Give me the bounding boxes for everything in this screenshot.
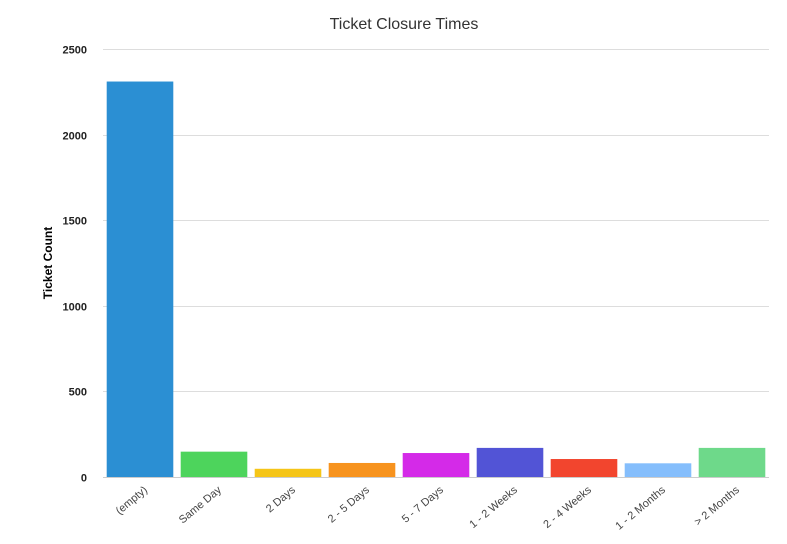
x-tick-label: 2 Days [264,484,298,516]
x-tick-label: 1 - 2 Weeks [467,484,520,531]
bar[interactable] [698,447,766,477]
bar[interactable] [328,462,396,477]
x-tick-label: 1 - 2 Months [613,484,668,533]
bar[interactable] [624,463,692,477]
x-tick-label: (empty) [114,484,150,517]
bar[interactable] [476,447,544,477]
x-tick-label: 2 - 4 Weeks [541,484,594,531]
chart-title: Ticket Closure Times [330,16,479,33]
bar[interactable] [106,81,174,477]
bars [106,81,766,477]
x-axis-ticks: (empty) Same Day 2 Days 2 - 5 Days 5 - 7 Day… [114,484,743,533]
bar[interactable] [180,451,248,477]
x-tick-label: Same Day [177,484,224,527]
y-tick-label: 1500 [63,216,87,228]
y-axis-label: Ticket Count [41,227,55,299]
x-tick-label: > 2 Months [692,484,742,529]
bar[interactable] [550,459,618,477]
y-tick-label: 2500 [63,45,87,57]
x-tick-label: 5 - 7 Days [400,484,446,526]
y-tick-label: 500 [69,387,87,399]
y-tick-label: 0 [81,473,87,485]
y-tick-label: 2000 [63,131,87,143]
bar[interactable] [254,468,322,477]
bar[interactable] [402,453,470,477]
gridlines [103,49,769,478]
y-tick-label: 1000 [63,302,87,314]
x-tick-label: 2 - 5 Days [326,484,372,526]
y-axis-ticks: 0 500 1000 1500 2000 2500 [63,45,87,485]
